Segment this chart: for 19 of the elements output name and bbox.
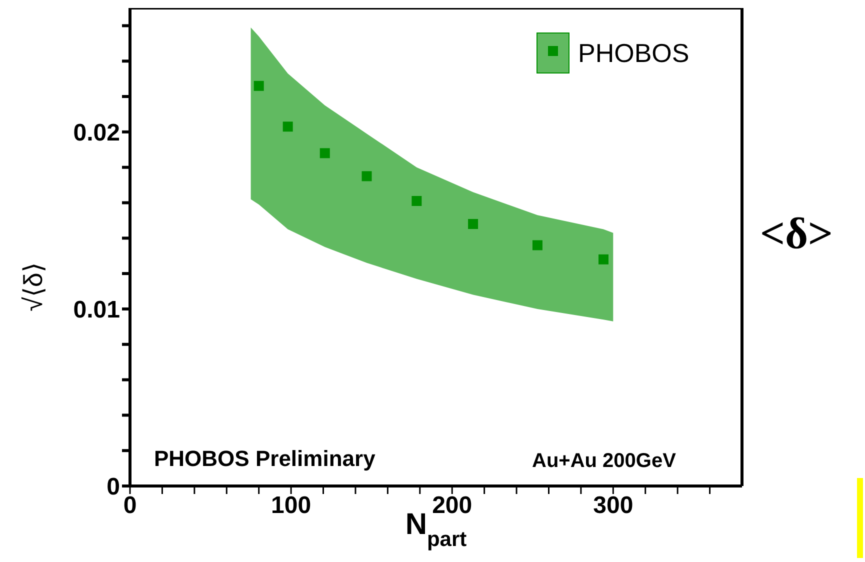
y-axis-title: √⟨δ⟩ <box>18 262 48 312</box>
x-tick-label: 0 <box>123 492 137 520</box>
y-tick-label: 0.01 <box>73 296 120 324</box>
point <box>468 218 478 229</box>
x-tick-label: 300 <box>593 492 634 520</box>
point <box>362 171 372 182</box>
point <box>598 254 608 264</box>
y-tick-label: 0 <box>106 474 120 501</box>
point <box>282 122 293 132</box>
point <box>320 148 330 158</box>
text: <δ> <box>760 208 833 259</box>
x-tick-label: 100 <box>271 492 312 520</box>
point <box>412 196 422 206</box>
legend-label: PHOBOS <box>578 38 690 68</box>
annotation: PHOBOS Preliminary <box>154 446 376 472</box>
y-tick-label: 0.02 <box>73 119 120 146</box>
point <box>254 80 264 91</box>
point <box>532 240 542 250</box>
annotation: Au+Au 200GeV <box>532 450 676 473</box>
